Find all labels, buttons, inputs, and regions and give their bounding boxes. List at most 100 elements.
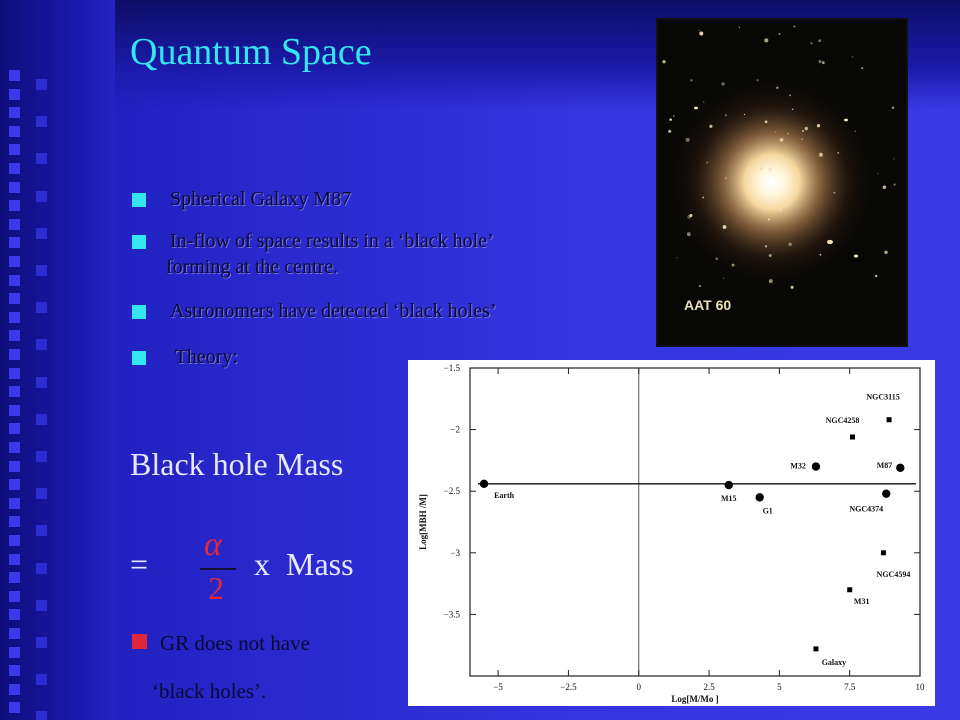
- data-point-label: Galaxy: [822, 658, 846, 667]
- decorative-square: [9, 367, 20, 379]
- x-tick-label: 7.5: [844, 682, 856, 692]
- decorative-square: [36, 637, 47, 648]
- star: [668, 129, 672, 133]
- star: [723, 277, 725, 279]
- data-point-circle: [755, 493, 764, 502]
- star: [764, 120, 768, 124]
- star: [779, 137, 784, 142]
- galaxy-image: AAT 60: [658, 20, 906, 345]
- formula-equals: =: [130, 546, 149, 582]
- decorative-square: [9, 144, 20, 156]
- decorative-square: [9, 311, 20, 323]
- decorative-square: [36, 376, 47, 388]
- star: [709, 124, 713, 128]
- star: [891, 106, 895, 109]
- decorative-square: [9, 553, 20, 565]
- star: [698, 284, 702, 288]
- star: [669, 118, 672, 121]
- star: [694, 106, 698, 110]
- decorative-square: [9, 163, 20, 174]
- star: [793, 25, 796, 28]
- star: [893, 158, 895, 160]
- star: [837, 152, 840, 154]
- decorative-square: [9, 628, 20, 639]
- decorative-square: [36, 190, 47, 202]
- star: [818, 152, 823, 157]
- left-decorative-bar: [0, 0, 115, 720]
- decorative-square: [9, 181, 20, 193]
- star: [788, 242, 792, 247]
- star: [756, 79, 759, 82]
- star: [768, 167, 773, 172]
- x-tick-label: 5: [777, 682, 782, 692]
- slide-title: Quantum Space: [130, 31, 372, 73]
- bullet-text: Spherical Galaxy M87: [170, 188, 352, 210]
- star: [738, 26, 740, 28]
- bullet-text: Astronomers have detected ‘black holes’: [170, 300, 497, 322]
- star: [801, 138, 803, 140]
- data-point-square: [880, 550, 886, 556]
- decorative-square: [9, 702, 20, 714]
- star: [721, 82, 725, 86]
- decorative-square: [36, 339, 47, 351]
- star: [722, 225, 727, 229]
- decorative-square: [9, 516, 20, 528]
- decorative-square: [9, 70, 20, 81]
- star: [724, 114, 727, 117]
- data-point-circle: [479, 479, 489, 489]
- star: [768, 279, 773, 284]
- star: [893, 183, 896, 186]
- decorative-square: [9, 442, 20, 453]
- decorative-square: [9, 683, 20, 695]
- star: [818, 39, 821, 42]
- star: [833, 191, 836, 194]
- x-axis-label: Log[M/Mo ]: [671, 694, 718, 704]
- star: [875, 274, 878, 278]
- decorative-square: [36, 451, 47, 462]
- star: [810, 42, 813, 45]
- x-tick-label: 0: [637, 682, 642, 692]
- data-point-label: M31: [854, 597, 870, 606]
- star: [689, 214, 693, 217]
- star: [853, 254, 859, 258]
- data-point-label: G1: [763, 506, 773, 515]
- decorative-square: [36, 711, 47, 720]
- bullet-item: Spherical Galaxy M87: [132, 186, 351, 212]
- star: [778, 33, 781, 36]
- y-tick-label: −2.5: [444, 486, 461, 496]
- data-point-label: NGC3115: [866, 393, 899, 402]
- data-point-circle: [724, 480, 733, 490]
- data-point-label: M32: [790, 462, 806, 471]
- data-point-circle: [896, 463, 905, 472]
- decorative-square: [9, 88, 20, 100]
- decorative-square: [36, 525, 47, 537]
- star: [861, 67, 864, 70]
- data-point-label: NGC4594: [877, 570, 911, 579]
- star: [676, 257, 678, 259]
- y-axis-label: Log[MBH /M]: [418, 494, 428, 550]
- star: [787, 133, 789, 135]
- star: [791, 108, 794, 110]
- data-point-label: Earth: [494, 491, 515, 500]
- star: [672, 115, 675, 117]
- decorative-square: [36, 265, 47, 276]
- bullet-text: Theory:: [170, 346, 238, 368]
- decorative-square: [9, 665, 20, 677]
- star: [699, 31, 704, 36]
- decorative-square: [9, 125, 20, 137]
- bullet-text: In-flow of space results in a ‘black hol…: [170, 230, 494, 252]
- data-point-label: NGC4258: [826, 416, 860, 425]
- star: [818, 60, 822, 64]
- formula-lhs: Black hole Mass: [130, 446, 344, 482]
- bullet-square-icon: [132, 351, 146, 365]
- decorative-square: [36, 79, 47, 90]
- data-point-circle: [811, 462, 821, 471]
- data-point-label: M87: [877, 461, 893, 470]
- data-point-circle: [882, 489, 891, 498]
- bullet-item: Theory:: [132, 344, 238, 370]
- decorative-square: [9, 200, 20, 212]
- star: [764, 38, 769, 43]
- formula-denominator: 2: [208, 570, 224, 606]
- decorative-square: [9, 237, 20, 249]
